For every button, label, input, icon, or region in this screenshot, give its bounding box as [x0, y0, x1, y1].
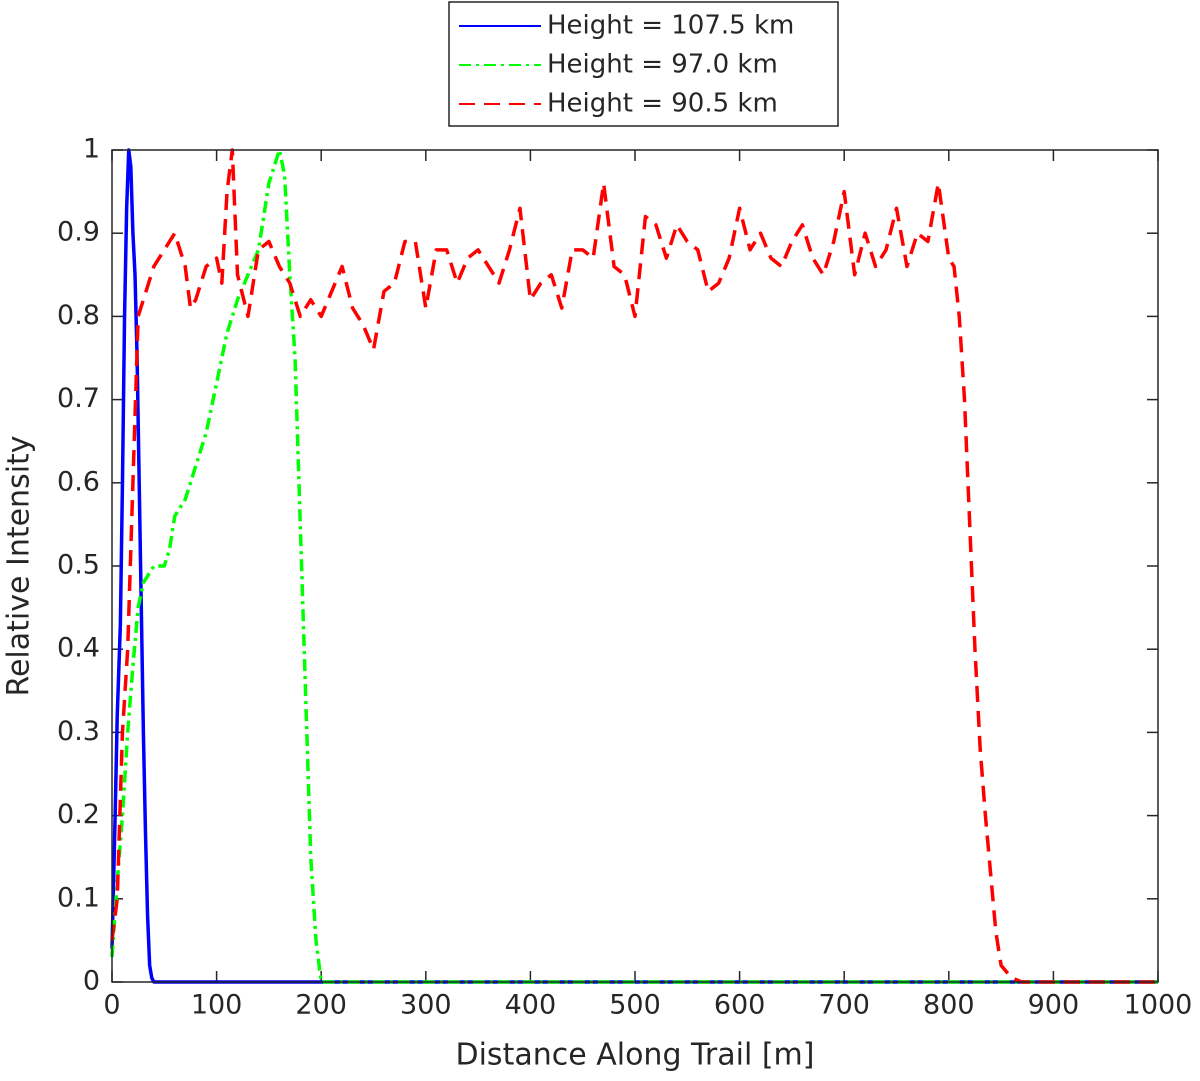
legend-label: Height = 90.5 km — [547, 89, 778, 119]
legend-label: Height = 107.5 km — [547, 11, 794, 41]
y-tick-label: 0 — [83, 966, 100, 997]
plot-frame — [111, 149, 1159, 983]
x-tick-label: 0 — [103, 990, 120, 1021]
x-tick-label: 100 — [191, 990, 243, 1021]
x-tick-label: 900 — [1028, 990, 1080, 1021]
series-line — [110, 148, 1158, 984]
x-tick-label: 500 — [609, 990, 661, 1021]
x-tick-label: 1000 — [1124, 990, 1193, 1021]
legend-label: Height = 97.0 km — [547, 50, 778, 80]
y-tick-label: 1 — [83, 134, 100, 165]
y-axis-label: Relative Intensity — [2, 435, 37, 696]
series-line — [110, 148, 1158, 984]
y-tick-label: 0.9 — [57, 217, 100, 248]
y-tick-label: 0.4 — [57, 633, 100, 664]
y-tick-label: 0.8 — [57, 300, 100, 331]
plot-area — [112, 150, 1158, 982]
x-tick-label: 700 — [818, 990, 870, 1021]
y-tick-label: 0.1 — [57, 882, 100, 913]
y-tick-label: 0.5 — [57, 550, 100, 581]
y-tick-label: 0.2 — [57, 799, 100, 830]
x-tick-label: 600 — [714, 990, 766, 1021]
x-tick-label: 200 — [295, 990, 347, 1021]
y-tick-label: 0.6 — [57, 466, 100, 497]
x-axis-label: Distance Along Trail [m] — [456, 1038, 815, 1073]
x-tick-label: 300 — [400, 990, 452, 1021]
y-tick-label: 0.3 — [57, 716, 100, 747]
y-tick-label: 0.7 — [57, 383, 100, 414]
x-tick-label: 800 — [923, 990, 975, 1021]
series-line — [110, 148, 1158, 984]
x-tick-label: 400 — [505, 990, 557, 1021]
